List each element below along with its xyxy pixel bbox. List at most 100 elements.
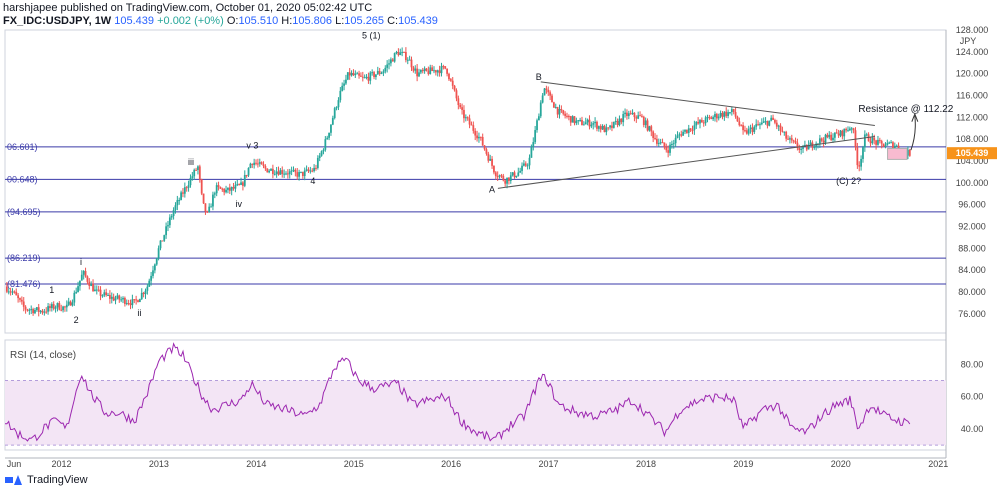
candle[interactable] bbox=[88, 281, 91, 286]
candle[interactable] bbox=[341, 85, 344, 91]
candle[interactable] bbox=[258, 162, 261, 164]
candle[interactable] bbox=[665, 147, 668, 151]
candle[interactable] bbox=[562, 110, 565, 114]
candle[interactable] bbox=[526, 165, 529, 167]
candle[interactable] bbox=[622, 114, 625, 123]
candle[interactable] bbox=[326, 137, 329, 140]
candle[interactable] bbox=[395, 51, 398, 54]
candle[interactable] bbox=[324, 139, 327, 150]
candle[interactable] bbox=[118, 295, 121, 300]
candle[interactable] bbox=[509, 175, 512, 181]
candle[interactable] bbox=[251, 163, 254, 165]
candle[interactable] bbox=[732, 109, 735, 113]
wave-label[interactable]: iii bbox=[188, 157, 194, 167]
candle[interactable] bbox=[862, 147, 864, 159]
candle[interactable] bbox=[94, 289, 96, 292]
candle[interactable] bbox=[350, 72, 353, 76]
wave-label[interactable]: 2 bbox=[74, 315, 79, 325]
candle[interactable] bbox=[783, 131, 786, 133]
candle[interactable] bbox=[463, 109, 465, 119]
candle[interactable] bbox=[217, 185, 220, 187]
candle[interactable] bbox=[837, 133, 840, 136]
candle[interactable] bbox=[382, 71, 385, 73]
candle[interactable] bbox=[478, 136, 480, 139]
candle[interactable] bbox=[723, 111, 726, 117]
candle[interactable] bbox=[64, 306, 66, 308]
candle[interactable] bbox=[290, 170, 293, 172]
candle[interactable] bbox=[893, 145, 896, 149]
candle[interactable] bbox=[839, 130, 842, 136]
candle[interactable] bbox=[286, 173, 289, 175]
candle[interactable] bbox=[770, 117, 773, 121]
candle[interactable] bbox=[376, 70, 379, 75]
candle[interactable] bbox=[58, 303, 61, 310]
candle[interactable] bbox=[45, 311, 48, 313]
candle[interactable] bbox=[880, 141, 883, 144]
candle[interactable] bbox=[672, 143, 675, 145]
candle[interactable] bbox=[847, 130, 849, 132]
candle[interactable] bbox=[109, 294, 111, 299]
candle[interactable] bbox=[140, 292, 143, 300]
candle[interactable] bbox=[721, 112, 724, 117]
candle[interactable] bbox=[26, 309, 29, 311]
candle[interactable] bbox=[82, 271, 85, 275]
candle[interactable] bbox=[594, 121, 596, 124]
candle[interactable] bbox=[515, 175, 518, 178]
candle[interactable] bbox=[457, 98, 460, 105]
candle[interactable] bbox=[412, 67, 415, 71]
candle[interactable] bbox=[318, 155, 321, 158]
candle[interactable] bbox=[850, 128, 853, 130]
candle[interactable] bbox=[796, 142, 799, 148]
candle[interactable] bbox=[410, 59, 413, 68]
candle[interactable] bbox=[455, 90, 458, 99]
candle[interactable] bbox=[165, 226, 168, 236]
candle[interactable] bbox=[303, 170, 306, 176]
candle[interactable] bbox=[163, 235, 166, 241]
candle[interactable] bbox=[564, 113, 567, 116]
candle[interactable] bbox=[551, 95, 553, 103]
candle[interactable] bbox=[62, 306, 64, 311]
candle[interactable] bbox=[730, 109, 733, 113]
candle[interactable] bbox=[641, 115, 643, 117]
candle[interactable] bbox=[331, 117, 334, 125]
candle[interactable] bbox=[629, 113, 632, 115]
candle[interactable] bbox=[34, 309, 36, 314]
candle[interactable] bbox=[339, 90, 342, 101]
candle[interactable] bbox=[419, 69, 422, 73]
candle[interactable] bbox=[848, 128, 851, 131]
candle[interactable] bbox=[464, 117, 467, 119]
candle[interactable] bbox=[772, 117, 774, 120]
candle[interactable] bbox=[92, 283, 94, 292]
candle[interactable] bbox=[434, 70, 437, 73]
candle[interactable] bbox=[785, 131, 788, 139]
candle[interactable] bbox=[781, 130, 784, 132]
candle[interactable] bbox=[908, 149, 911, 156]
candle[interactable] bbox=[757, 124, 759, 126]
wave-label[interactable]: (C) 2? bbox=[836, 176, 861, 186]
candle[interactable] bbox=[631, 112, 634, 114]
candle[interactable] bbox=[596, 121, 598, 129]
candle[interactable] bbox=[626, 112, 628, 117]
candle[interactable] bbox=[333, 108, 336, 118]
candle[interactable] bbox=[828, 134, 831, 138]
candle[interactable] bbox=[311, 170, 314, 172]
candle[interactable] bbox=[270, 168, 272, 171]
candle[interactable] bbox=[228, 187, 231, 191]
candle[interactable] bbox=[397, 51, 400, 56]
candle[interactable] bbox=[152, 270, 154, 276]
candle[interactable] bbox=[528, 157, 531, 166]
candle[interactable] bbox=[30, 309, 33, 311]
candle[interactable] bbox=[114, 298, 117, 301]
candle[interactable] bbox=[494, 172, 497, 177]
candle[interactable] bbox=[427, 70, 430, 74]
candle[interactable] bbox=[826, 134, 829, 138]
candle[interactable] bbox=[390, 59, 392, 64]
candle[interactable] bbox=[69, 301, 72, 306]
candle[interactable] bbox=[699, 119, 701, 124]
candle[interactable] bbox=[676, 135, 679, 138]
candle[interactable] bbox=[500, 175, 503, 177]
candle[interactable] bbox=[502, 175, 505, 181]
candle[interactable] bbox=[567, 116, 570, 118]
candle[interactable] bbox=[680, 134, 683, 136]
candle[interactable] bbox=[710, 117, 713, 120]
